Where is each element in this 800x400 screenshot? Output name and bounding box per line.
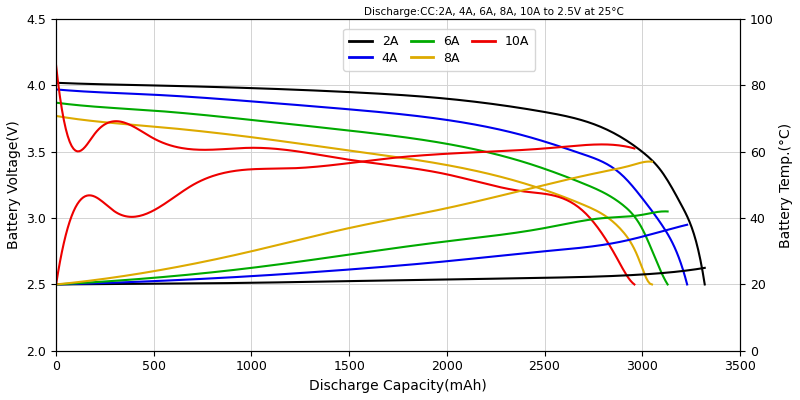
Text: Discharge:CC:2A, 4A, 6A, 8A, 10A to 2.5V at 25°C: Discharge:CC:2A, 4A, 6A, 8A, 10A to 2.5V… [364,7,624,17]
Legend: 2A, 4A, 6A, 8A, 10A: 2A, 4A, 6A, 8A, 10A [343,29,535,71]
Y-axis label: Battery Temp.(°C): Battery Temp.(°C) [779,122,793,248]
X-axis label: Discharge Capacity(mAh): Discharge Capacity(mAh) [309,379,487,393]
Y-axis label: Battery Voltage(V): Battery Voltage(V) [7,120,21,249]
